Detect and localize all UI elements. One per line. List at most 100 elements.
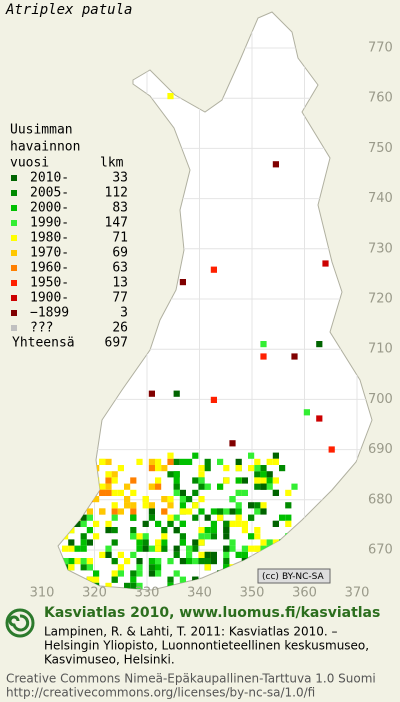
occurrence-square xyxy=(254,465,261,472)
occurrence-square xyxy=(235,502,242,509)
occurrence-square xyxy=(272,477,279,484)
occurrence-square xyxy=(80,545,87,552)
y-label: 680 xyxy=(368,492,393,507)
occurrence-square xyxy=(62,545,69,552)
occurrence-square xyxy=(279,582,286,589)
occurrence-square xyxy=(93,570,100,577)
occurrence-square xyxy=(210,266,217,273)
occurrence-square xyxy=(142,545,149,552)
occurrence-square xyxy=(80,539,87,546)
occurrence-square xyxy=(99,551,106,558)
occurrence-square xyxy=(68,576,75,583)
occurrence-square xyxy=(86,539,93,546)
occurrence-square xyxy=(235,489,242,496)
occurrence-square xyxy=(186,458,193,465)
legend-label: 1990- xyxy=(30,216,69,231)
occurrence-square xyxy=(260,508,267,515)
occurrence-square xyxy=(148,483,155,490)
occurrence-square xyxy=(86,483,93,490)
occurrence-square xyxy=(192,545,199,552)
badge-cc: (cc) xyxy=(262,572,279,582)
occurrence-square xyxy=(229,508,236,515)
legend-count: 83 xyxy=(112,201,128,216)
occurrence-square xyxy=(130,582,137,589)
occurrence-square xyxy=(62,483,69,490)
occurrence-square xyxy=(285,514,292,521)
legend-count: 26 xyxy=(112,321,128,336)
occurrence-square xyxy=(204,465,211,472)
occurrence-square xyxy=(74,545,81,552)
occurrence-square xyxy=(86,508,93,515)
occurrence-square xyxy=(186,508,193,515)
occurrence-square xyxy=(254,545,261,552)
occurrence-square xyxy=(155,570,162,577)
y-label: 670 xyxy=(368,543,393,558)
occurrence-square xyxy=(111,136,118,143)
occurrence-square xyxy=(198,533,205,540)
occurrence-square xyxy=(80,489,87,496)
occurrence-square xyxy=(179,502,186,509)
occurrence-square xyxy=(167,502,174,509)
legend-label: 2005- xyxy=(30,186,69,201)
occurrence-square xyxy=(161,539,168,546)
occurrence-square xyxy=(93,465,100,472)
occurrence-square xyxy=(210,558,217,565)
occurrence-square xyxy=(266,539,273,546)
occurrence-square xyxy=(223,465,230,472)
legend-heading: havainnon xyxy=(10,140,80,155)
occurrence-square xyxy=(155,520,162,527)
legend-swatch xyxy=(11,235,17,241)
occurrence-square xyxy=(99,508,106,515)
x-label: 330 xyxy=(135,586,160,601)
occurrence-square xyxy=(272,452,279,459)
occurrence-square xyxy=(173,390,180,397)
occurrence-square xyxy=(198,471,205,478)
y-label: 730 xyxy=(368,241,393,256)
occurrence-square xyxy=(173,514,180,521)
occurrence-square xyxy=(86,458,93,465)
occurrence-square xyxy=(155,465,162,472)
legend-swatch xyxy=(11,310,17,316)
occurrence-square xyxy=(229,520,236,527)
badge-text: BY-NC-SA xyxy=(282,572,325,582)
occurrence-square xyxy=(198,558,205,565)
occurrence-square xyxy=(111,514,118,521)
occurrence-square xyxy=(80,564,87,571)
occurrence-square xyxy=(155,477,162,484)
occurrence-square xyxy=(223,520,230,527)
occurrence-square xyxy=(167,514,174,521)
occurrence-square xyxy=(74,558,81,565)
y-label: 710 xyxy=(368,342,393,357)
legend-swatch xyxy=(11,295,17,301)
citation: Lampinen, R. & Lahti, T. 2011: Kasviatla… xyxy=(44,625,338,639)
occurrence-square xyxy=(173,570,180,577)
occurrence-square xyxy=(80,465,87,472)
occurrence-square xyxy=(173,545,180,552)
occurrence-square xyxy=(210,533,217,540)
occurrence-square xyxy=(142,539,149,546)
occurrence-square xyxy=(74,458,81,465)
occurrence-square xyxy=(192,502,199,509)
occurrence-square xyxy=(248,452,255,459)
occurrence-square xyxy=(248,514,255,521)
occurrence-square xyxy=(142,520,149,527)
occurrence-square xyxy=(254,477,261,484)
occurrence-square xyxy=(260,483,267,490)
occurrence-square xyxy=(86,527,93,534)
occurrence-square xyxy=(198,477,205,484)
x-label: 360 xyxy=(292,586,317,601)
y-label: 700 xyxy=(368,392,393,407)
occurrence-square xyxy=(204,483,211,490)
occurrence-square xyxy=(68,545,75,552)
legend-swatch xyxy=(11,175,17,181)
occurrence-square xyxy=(272,161,279,168)
occurrence-square xyxy=(248,564,255,571)
legend-swatch xyxy=(11,325,17,331)
occurrence-square xyxy=(266,551,273,558)
finland-outline xyxy=(57,11,373,591)
legend-label: 1900- xyxy=(30,291,69,306)
occurrence-square xyxy=(285,558,292,565)
occurrence-square xyxy=(179,508,186,515)
occurrence-square xyxy=(210,551,217,558)
occurrence-square xyxy=(136,539,143,546)
